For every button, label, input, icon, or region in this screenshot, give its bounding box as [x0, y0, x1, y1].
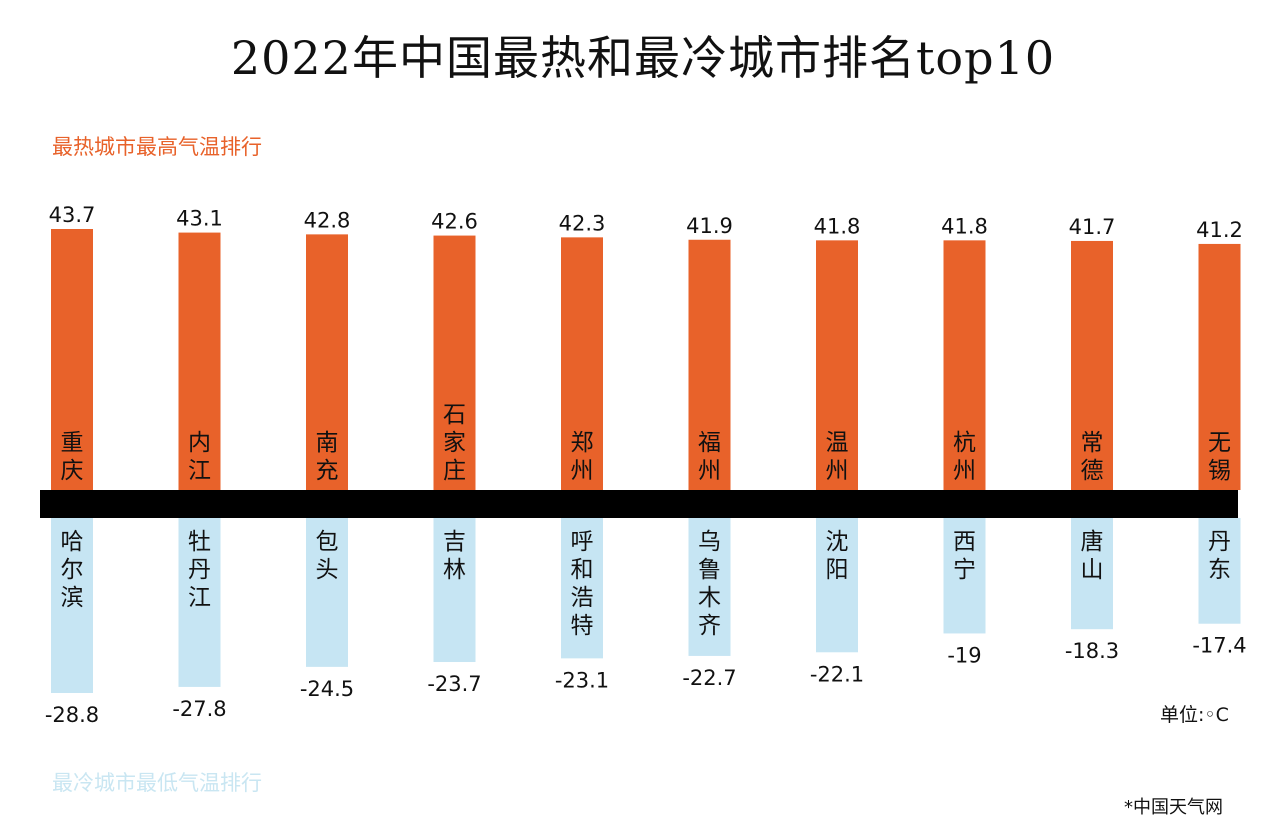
cold-city-label-10: 丹 — [1208, 529, 1231, 555]
unit-label: 单位:◦C — [1160, 704, 1229, 726]
cold-city-label-4: 吉 — [443, 529, 466, 555]
cold-bar-6 — [688, 518, 731, 656]
cold-city-label-6: 木 — [698, 585, 721, 611]
hot-bar-6 — [688, 239, 731, 490]
cold-bar-5 — [561, 518, 603, 659]
zero-axis-band — [40, 490, 1238, 518]
hot-city-label-1: 重 — [61, 430, 84, 456]
cold-bar-4 — [433, 518, 476, 663]
cold-bar-9 — [1071, 518, 1113, 630]
cold-value-label-5: -23.1 — [555, 668, 609, 692]
hot-value-label-8: 41.8 — [941, 214, 988, 238]
hot-bars-group: 43.7重庆43.1内江42.8南充42.6石家庄42.3郑州41.9福州41.… — [49, 203, 1243, 490]
cold-city-label-7: 阳 — [826, 557, 849, 583]
cold-city-label-5: 呼 — [571, 529, 594, 555]
cold-city-label-10: 东 — [1208, 557, 1231, 583]
cold-city-label-1: 哈 — [61, 529, 84, 555]
hot-value-label-9: 41.7 — [1069, 215, 1116, 239]
hot-city-label-7: 州 — [826, 458, 849, 484]
hot-city-label-8: 州 — [953, 458, 976, 484]
cold-value-label-10: -17.4 — [1192, 634, 1246, 658]
cold-value-label-2: -27.8 — [172, 697, 226, 721]
cold-bar-3 — [306, 518, 348, 667]
hot-city-label-4: 庄 — [443, 458, 466, 484]
hot-city-label-7: 温 — [826, 430, 849, 456]
cold-bar-1 — [51, 518, 93, 693]
hot-city-label-4: 石 — [443, 402, 466, 428]
cold-value-label-8: -19 — [947, 643, 981, 667]
hot-city-label-3: 南 — [316, 430, 339, 456]
hot-bar-8 — [943, 240, 986, 490]
hot-value-label-7: 41.8 — [814, 214, 861, 238]
hot-city-label-10: 无 — [1208, 430, 1231, 456]
cold-value-label-7: -22.1 — [810, 662, 864, 686]
hot-city-label-1: 庆 — [61, 458, 84, 484]
cold-ranking-subtitle: 最冷城市最低气温排行 — [52, 771, 262, 795]
hot-city-label-10: 锡 — [1208, 458, 1231, 484]
source-label: *中国天气网 — [1124, 797, 1223, 818]
cold-city-label-5: 特 — [571, 613, 594, 639]
hot-city-label-6: 福 — [698, 430, 721, 456]
hot-city-label-9: 德 — [1081, 458, 1104, 484]
hot-city-label-6: 州 — [698, 458, 721, 484]
hot-value-label-3: 42.8 — [304, 208, 351, 232]
cold-value-label-4: -23.7 — [427, 672, 481, 696]
cold-city-label-2: 牡 — [188, 529, 211, 555]
cold-bar-8 — [943, 518, 986, 634]
hot-bar-5 — [561, 237, 603, 490]
hot-bar-4 — [433, 235, 476, 490]
cold-city-label-8: 宁 — [953, 557, 976, 583]
hot-value-label-4: 42.6 — [431, 210, 478, 234]
cold-value-label-6: -22.7 — [682, 666, 736, 690]
hot-city-label-9: 常 — [1081, 430, 1104, 456]
cold-city-label-9: 山 — [1081, 557, 1104, 583]
cold-city-label-5: 和 — [571, 557, 594, 583]
hot-city-label-3: 充 — [316, 458, 339, 484]
cold-city-label-1: 尔 — [61, 557, 84, 583]
hot-city-label-4: 家 — [443, 430, 466, 456]
chart-title: 2022年中国最热和最冷城市排名top10 — [230, 31, 1056, 85]
cold-city-label-6: 乌 — [698, 529, 721, 555]
hot-bar-3 — [306, 234, 348, 490]
cold-city-label-3: 包 — [316, 529, 339, 555]
hot-value-label-2: 43.1 — [176, 207, 223, 231]
hot-ranking-subtitle: 最热城市最高气温排行 — [52, 135, 262, 159]
hot-value-label-5: 42.3 — [559, 211, 606, 235]
hot-value-label-6: 41.9 — [686, 214, 733, 238]
cold-city-label-8: 西 — [953, 529, 976, 555]
hot-value-label-1: 43.7 — [49, 203, 96, 227]
hot-bar-10 — [1198, 243, 1241, 490]
cold-city-label-2: 江 — [188, 585, 211, 611]
hot-bar-1 — [51, 229, 93, 490]
hot-value-label-10: 41.2 — [1196, 218, 1243, 242]
cold-city-label-5: 浩 — [571, 585, 594, 611]
cold-bar-7 — [816, 518, 858, 653]
cold-city-label-6: 鲁 — [698, 557, 721, 583]
hot-city-label-2: 江 — [188, 458, 211, 484]
cold-city-label-7: 沈 — [826, 529, 849, 555]
cold-city-label-2: 丹 — [188, 557, 211, 583]
hot-city-label-2: 内 — [188, 430, 211, 456]
cold-value-label-3: -24.5 — [300, 677, 354, 701]
cold-value-label-9: -18.3 — [1065, 639, 1119, 663]
cold-city-label-3: 头 — [316, 557, 339, 583]
hot-city-label-8: 杭 — [953, 430, 976, 456]
hot-city-label-5: 郑 — [571, 430, 594, 456]
hot-bar-7 — [816, 240, 858, 490]
cold-city-label-4: 林 — [443, 557, 466, 583]
cold-city-label-1: 滨 — [61, 585, 84, 611]
cold-city-label-9: 唐 — [1081, 529, 1104, 555]
cold-city-label-6: 齐 — [698, 613, 721, 639]
cold-bar-10 — [1198, 518, 1241, 624]
cold-bar-2 — [178, 518, 221, 687]
hot-bar-9 — [1071, 240, 1113, 490]
hot-city-label-5: 州 — [571, 458, 594, 484]
hot-bar-2 — [178, 232, 221, 490]
cold-bars-group: -28.8哈尔滨-27.8牡丹江-24.5包头-23.7吉林-23.1呼和浩特-… — [45, 518, 1247, 727]
cold-value-label-1: -28.8 — [45, 703, 99, 727]
